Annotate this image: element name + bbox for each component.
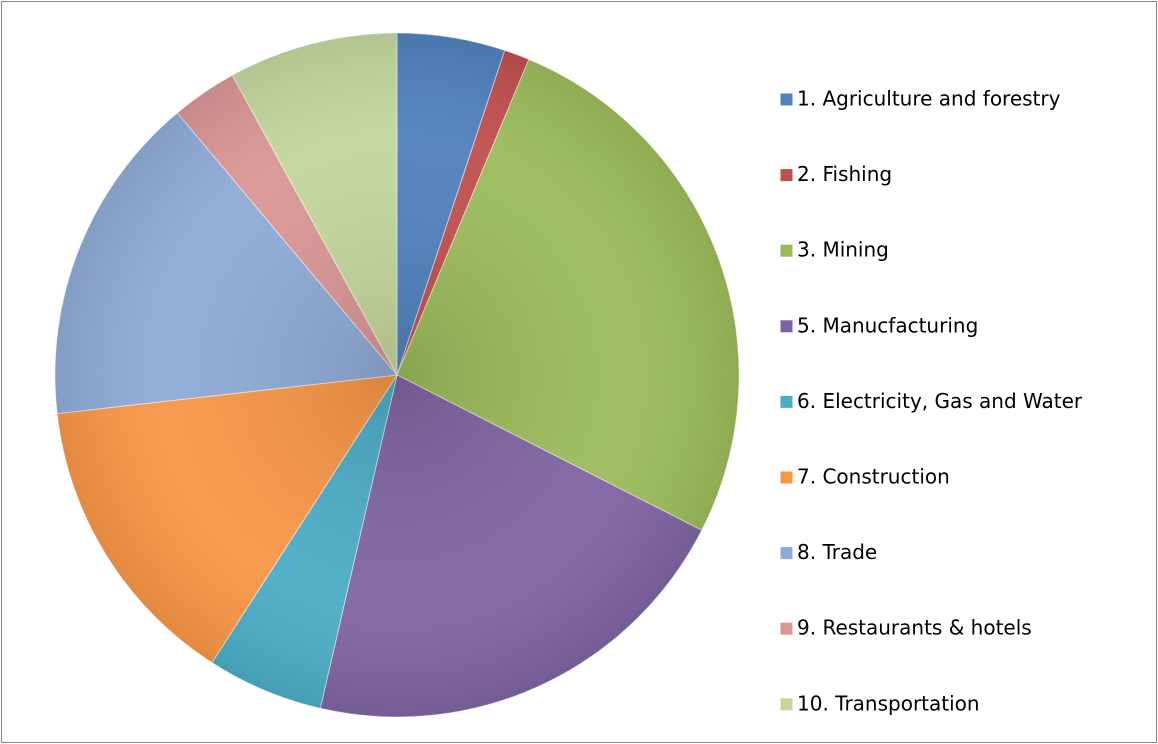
legend-label: 7. Construction [797,465,950,489]
legend-label: 8. Trade [797,540,877,564]
legend-label: 10. Transportation [797,691,980,715]
legend-swatch [779,546,794,561]
legend-swatch [779,92,794,107]
legend-swatch [779,470,794,485]
pie [54,32,740,718]
legend-label: 1. Agriculture and forestry [797,87,1061,111]
legend: 1. Agriculture and forestry 2. Fishing 3. … [779,87,1083,715]
legend-swatch [779,697,794,712]
legend-label: 9. Restaurants & hotels [797,616,1032,640]
legend-swatch [779,394,794,409]
legend-swatch [779,319,794,334]
legend-swatch [779,621,794,636]
legend-label: 6. Electricity, Gas and Water [797,389,1083,413]
legend-label: 3. Mining [797,238,889,262]
legend-label: 2. Fishing [797,162,892,186]
legend-swatch [779,243,794,258]
legend-swatch [779,168,794,183]
legend-label: 5. Manucfacturing [797,313,978,337]
